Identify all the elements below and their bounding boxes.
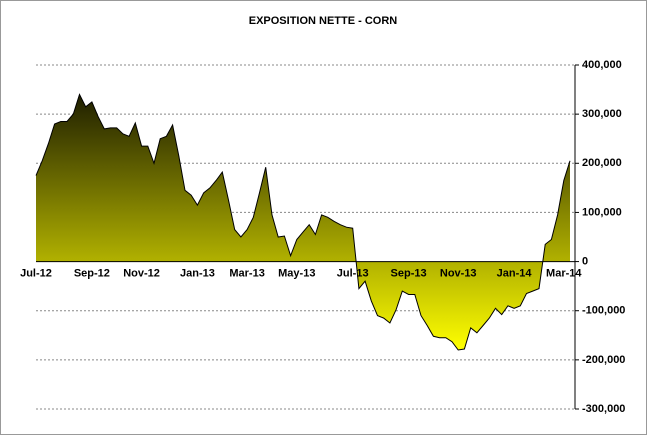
- area: [36, 94, 570, 350]
- y-tick-label: 300,000: [582, 108, 622, 120]
- area-outline: [35, 93, 571, 351]
- x-tick-label: Nov-13: [440, 267, 477, 279]
- x-tick-label: Mar-13: [229, 267, 264, 279]
- y-tick-label: 100,000: [582, 206, 622, 218]
- x-tick-label: Jan-14: [497, 267, 533, 279]
- x-tick-label: Jul-12: [20, 267, 52, 279]
- x-tick-label: May-13: [278, 267, 315, 279]
- y-tick-label: 200,000: [582, 157, 622, 169]
- x-tick-label: Jan-13: [180, 267, 215, 279]
- x-tick-label: Sep-13: [391, 267, 427, 279]
- x-tick-label: Mar-14: [546, 267, 582, 279]
- y-tick-label: -300,000: [582, 403, 625, 415]
- chart-title: EXPOSITION NETTE - CORN: [249, 15, 398, 27]
- y-tick-label: 400,000: [582, 59, 622, 71]
- x-tick-label: Nov-12: [123, 267, 160, 279]
- y-tick-label: 0: [582, 255, 588, 267]
- x-tick-label: Sep-12: [74, 267, 110, 279]
- y-tick-label: -200,000: [582, 354, 625, 366]
- y-tick-label: -100,000: [582, 305, 625, 317]
- x-tick-label: Jul-13: [337, 267, 369, 279]
